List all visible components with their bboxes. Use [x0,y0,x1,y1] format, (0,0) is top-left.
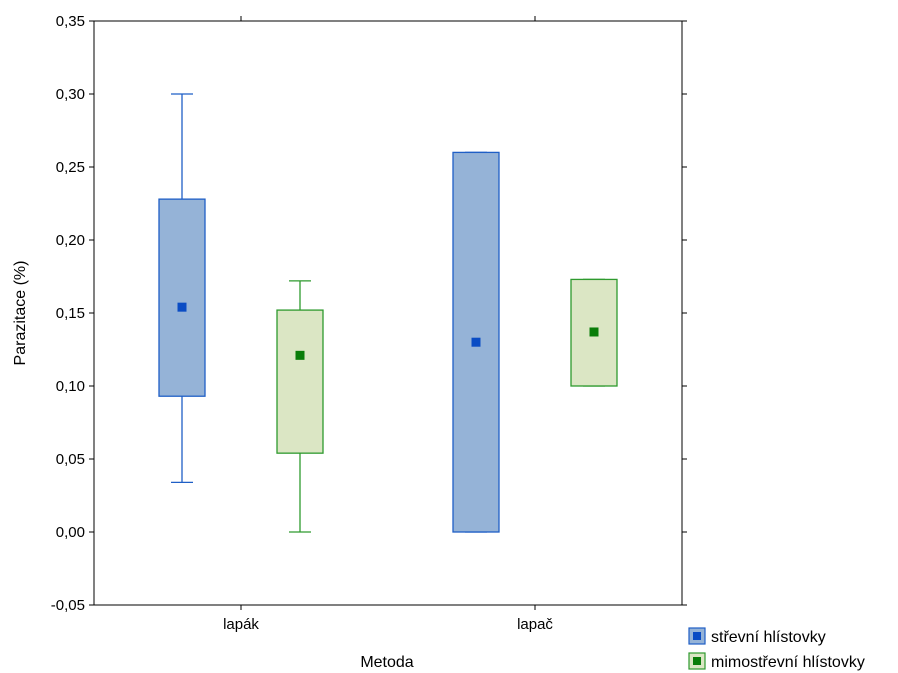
box-plots [158,93,618,533]
legend-swatch [688,627,706,645]
y-tick-label: 0,10 [56,378,85,395]
y-tick-label: 0,00 [56,524,85,541]
y-axis: -0,05 0,00 0,05 0,10 0,15 0,20 0,25 0,30 0,35 [51,13,687,614]
y-tick-label: 0,05 [56,451,85,468]
x-axis: lapák lapač [223,16,553,633]
legend-label: mimostřevní hlístovky [711,654,865,671]
median-marker [295,350,305,360]
y-tick-label: 0,20 [56,232,85,249]
y-tick-label: 0,35 [56,13,85,30]
median-marker [177,302,187,312]
legend-swatch-marker [693,632,701,640]
legend-label: střevní hlístovky [711,629,826,646]
y-tick-label: -0,05 [51,597,85,614]
legend-swatch [688,652,706,670]
legend: střevní hlístovky mimostřevní hlístovky [688,627,865,671]
box-1-1 [570,278,618,387]
median-marker [471,337,481,347]
y-axis-title: Parazitace (%) [12,261,29,366]
median-marker [589,327,599,337]
x-axis-title: Metoda [360,654,413,671]
y-tick-label: 0,30 [56,86,85,103]
x-tick-label: lapač [517,616,553,633]
box-0-1 [452,151,500,533]
box-1-0 [276,280,324,533]
box-body [276,309,324,454]
box-0-0 [158,93,206,484]
box-body [158,198,206,397]
y-tick-label: 0,25 [56,159,85,176]
y-tick-label: 0,15 [56,305,85,322]
x-tick-label: lapák [223,616,259,633]
legend-swatch-marker [693,657,701,665]
